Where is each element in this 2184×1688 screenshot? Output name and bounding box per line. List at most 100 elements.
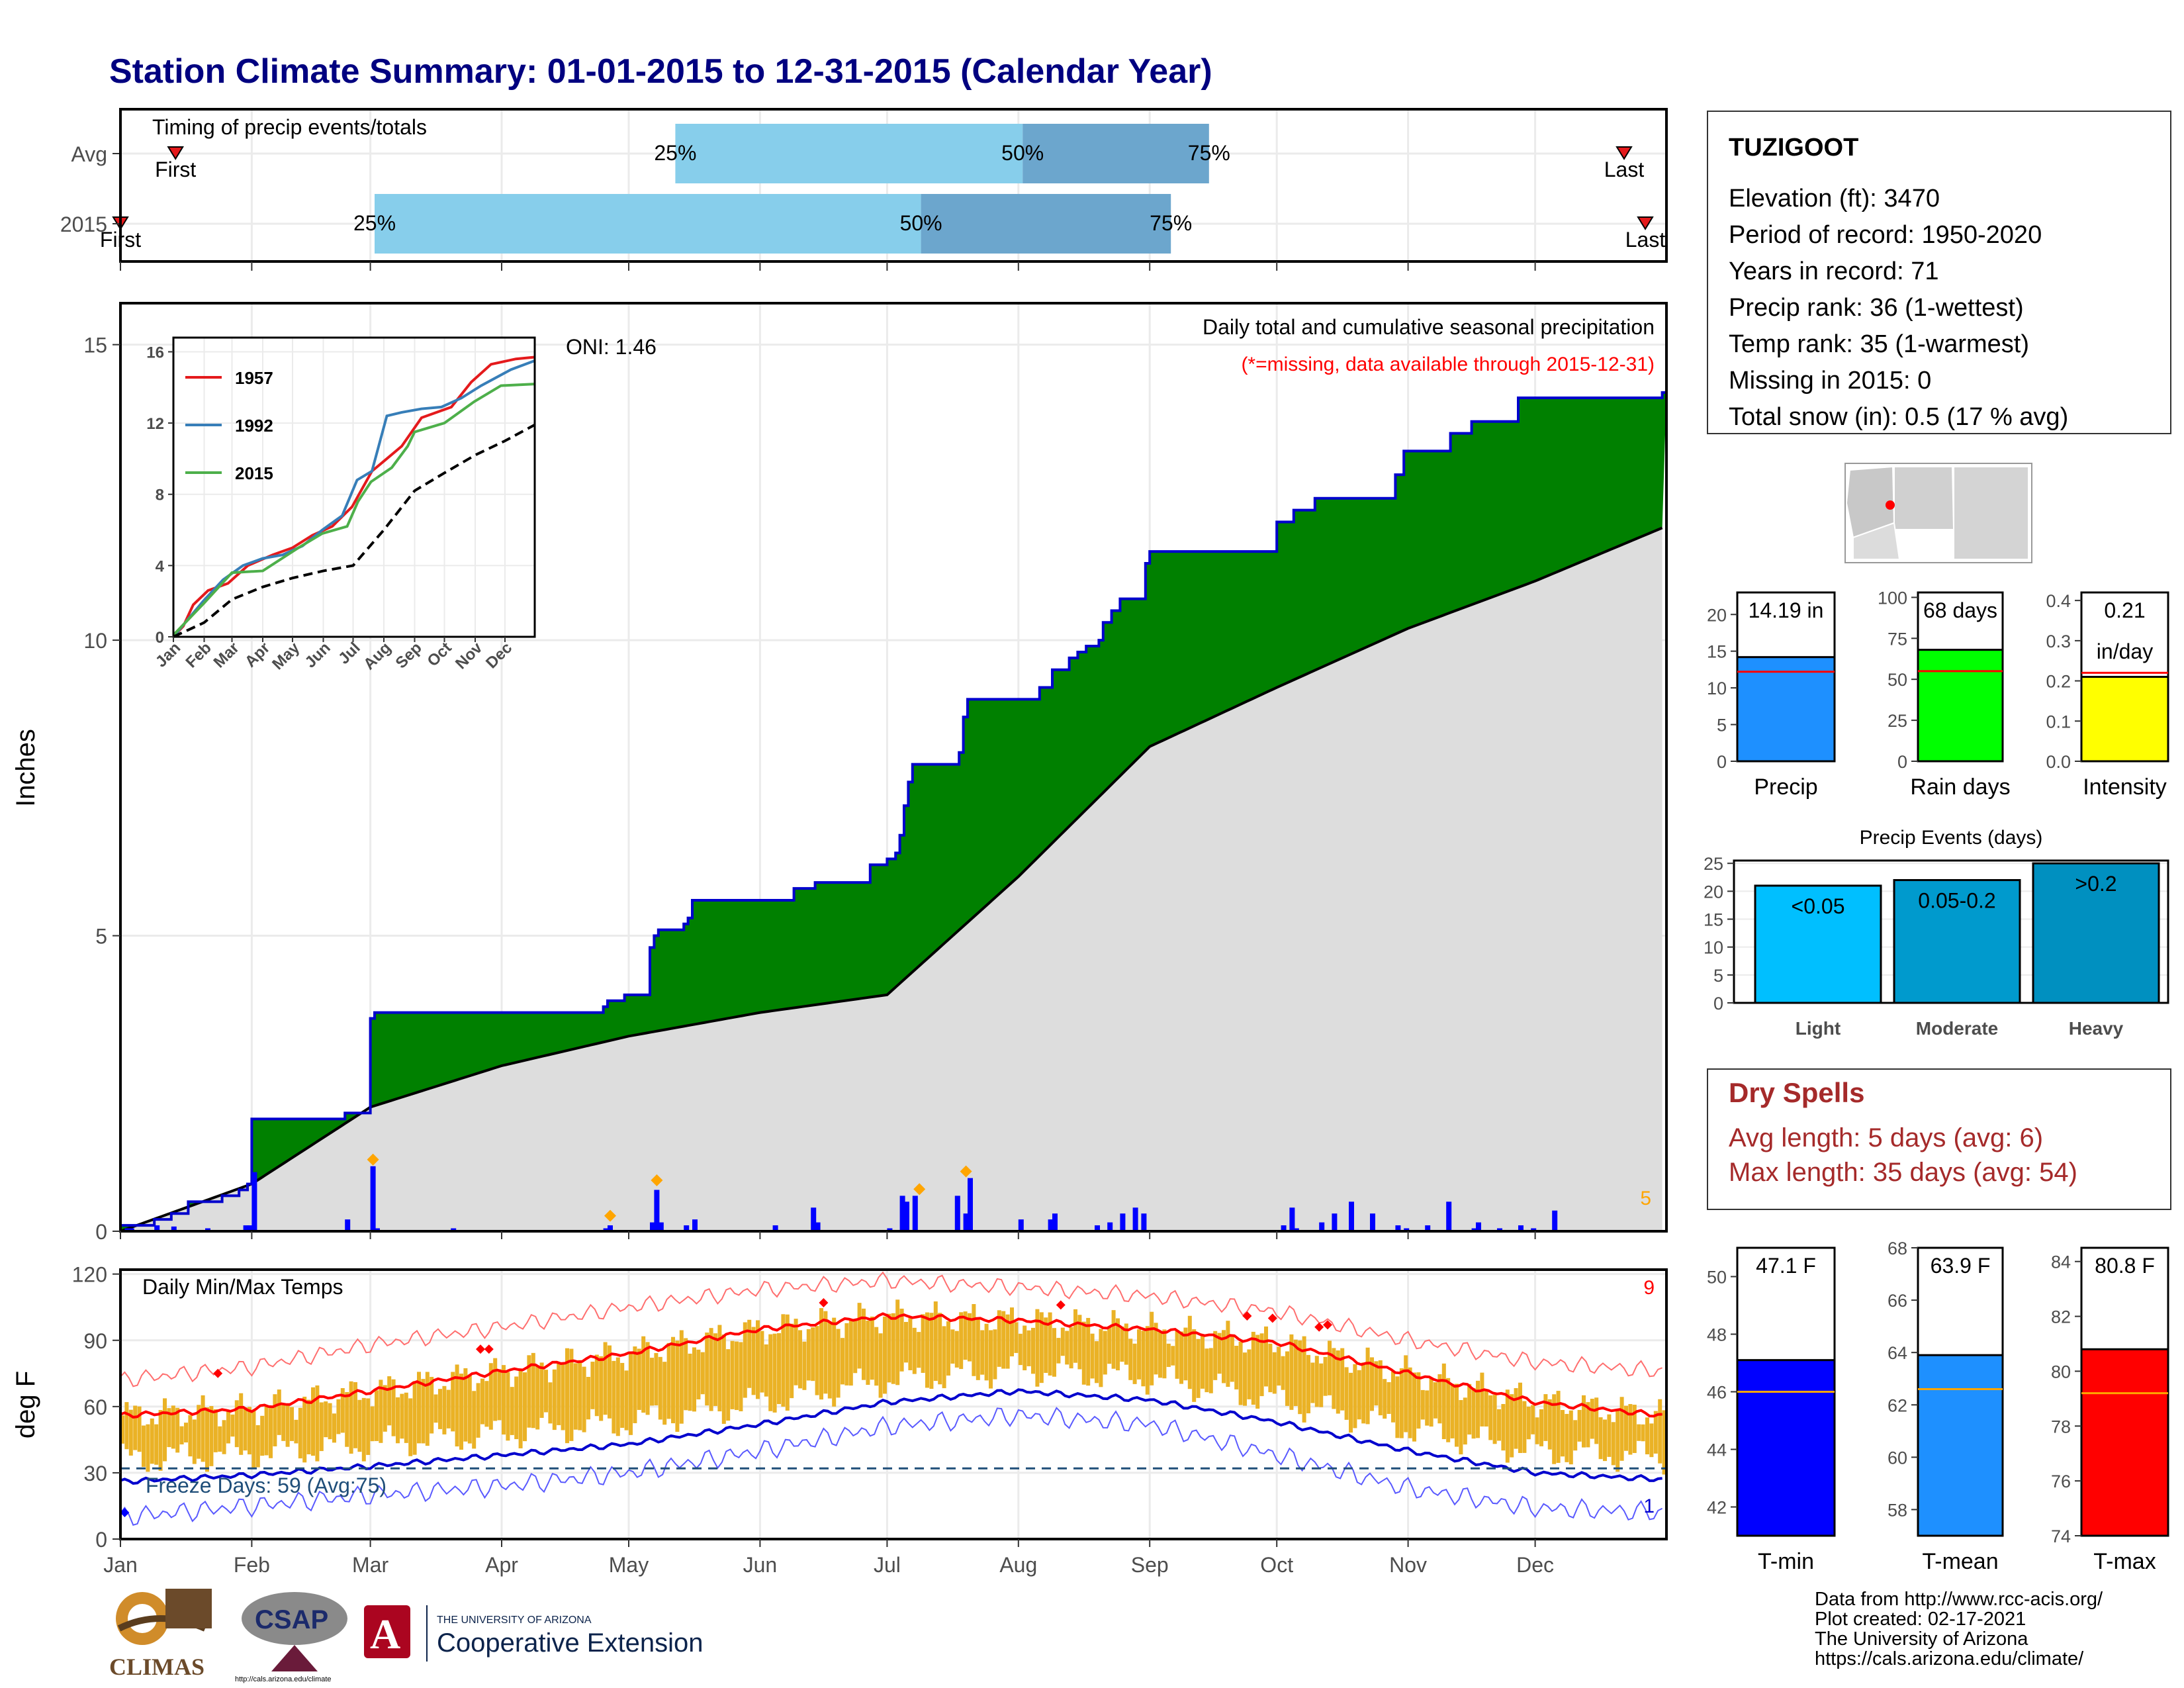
precip-events-y-tick-label: 10 [1704,938,1723,958]
temps-daily-bar [1649,1423,1654,1458]
precip-daily-bar [1370,1213,1375,1231]
timing-bar-q50-75 [921,194,1171,254]
station-info-box: TUZIGOOT Elevation (ft): 3470 Period of re… [1707,111,2171,434]
temps-daily-bar [1641,1424,1645,1442]
temps-daily-bar [1535,1417,1539,1444]
precip-average-line [120,526,1663,1233]
temps-daily-bar [201,1395,205,1462]
small-bar-y-tick-label: 42 [1707,1498,1727,1518]
temps-daily-bar [239,1393,244,1455]
temps-daily-bar [290,1407,294,1441]
temps-daily-bar [717,1325,722,1412]
temps-daily-bar [1399,1368,1404,1438]
precip-daily-bar [1518,1225,1524,1231]
small-bar-category-label: T-min [1758,1549,1814,1574]
precip-daily-bar [1395,1225,1401,1231]
temps-daily-bar [1026,1330,1031,1366]
map-state-tx [1953,466,2029,560]
temps-daily-bar [654,1352,659,1406]
station-info-line: Total snow (in): 0.5 (17 % avg) [1729,403,2068,431]
temps-daily-bar [264,1405,269,1456]
temps-daily-bar [925,1312,929,1388]
precip-y-axis-label: Inches [11,729,40,807]
temps-daily-bar [1547,1399,1552,1450]
temps-daily-bar [1217,1333,1222,1374]
temps-daily-bar [459,1374,463,1450]
temps-daily-bar [1336,1350,1340,1414]
small-bar-value [2080,676,2169,763]
temps-daily-bar [1056,1338,1061,1364]
climas-logo: CLIMAS [106,1582,218,1681]
temps-daily-bar [594,1354,599,1417]
timing-marker-label-last: Last [1604,158,1645,181]
temps-daily-bar [684,1338,688,1411]
temps-daily-bar [188,1415,193,1457]
temps-record-max-line [120,1271,1662,1387]
small-bar-value [1917,649,2004,763]
temps-daily-bar [603,1342,608,1415]
small-bar-value [2080,1348,2169,1537]
temps-daily-bar [273,1394,277,1446]
temps-daily-bar [128,1409,133,1456]
precip-daily-bar [451,1228,457,1231]
precip-daily-bar [375,1228,380,1231]
temps-daily-bar [1124,1323,1128,1365]
temps-x-tick-label: Jul [874,1553,901,1577]
footer-line: The University of Arizona [1815,1628,2028,1650]
small-bar-y-tick-label: 0.0 [2046,752,2071,772]
temps-daily-bar [451,1372,455,1432]
dry-spells-title: Dry Spells [1729,1077,1864,1108]
precip-daily-bar [1293,1228,1299,1231]
small-bar-y-tick-label: 50 [1707,1268,1727,1288]
precip-daily-bar [370,1166,376,1231]
temps-daily-bar [1450,1383,1455,1438]
temps-daily-bar [455,1364,459,1447]
precip-events-y-tick-label: 25 [1704,854,1723,874]
temps-daily-bar [375,1390,379,1441]
temps-daily-bar [497,1369,502,1421]
precip-daily-bar [1349,1201,1354,1231]
temps-daily-bar [192,1419,197,1464]
temps-daily-bar [1488,1395,1493,1440]
footer-credits: Data from http://www.rcc-acis.org/Plot c… [1815,1589,2103,1669]
small-bar-y-tick-label: 48 [1707,1325,1727,1345]
small-bar-value [1917,1354,2004,1537]
temps-daily-bar [396,1397,400,1444]
temps-daily-bar [1374,1361,1379,1406]
temps-daily-bar [848,1320,853,1386]
temps-daily-bar [878,1333,883,1398]
temps-daily-bar [408,1398,413,1456]
temps-daily-bar [929,1313,934,1389]
temps-x-tick-label: Nov [1389,1553,1427,1577]
temps-daily-bar [1455,1383,1459,1447]
temps-daily-bar [772,1333,777,1413]
temps-daily-bar [1107,1326,1112,1364]
temps-daily-bar [1060,1327,1065,1356]
temps-daily-bar [641,1336,646,1413]
temps-daily-bar [662,1362,667,1425]
temps-daily-bar [1310,1362,1315,1403]
temps-daily-bar [679,1330,684,1424]
temps-daily-bar [1077,1315,1082,1370]
timing-bar-q50-75 [1023,124,1209,183]
dry-spells-line: Avg length: 5 days (avg: 6) [1729,1123,2043,1152]
precip-events-y-tick-label: 20 [1704,882,1723,902]
small-bar-y-tick-label: 0.1 [2046,712,2071,731]
temps-daily-bar [1293,1339,1298,1407]
temps-daily-bar [586,1377,590,1420]
temps-daily-bar [137,1406,142,1452]
timing-marker-last [1615,146,1633,160]
station-info-line: Missing in 2015: 0 [1729,367,1931,395]
small-bar-y-tick-label: 66 [1888,1291,1907,1311]
temps-daily-bar [1510,1394,1514,1458]
timing-bar-q25-50 [675,124,1023,183]
temps-daily-bar [433,1394,438,1423]
temps-daily-bar [612,1360,616,1434]
temps-daily-bar [637,1348,641,1410]
temps-y-tick-label: 0 [95,1528,107,1552]
temps-daily-bar [1619,1397,1624,1461]
temps-daily-bar [1573,1420,1578,1451]
inset-y-tick-label: 8 [156,487,164,504]
precip-daily-bar [811,1207,817,1231]
